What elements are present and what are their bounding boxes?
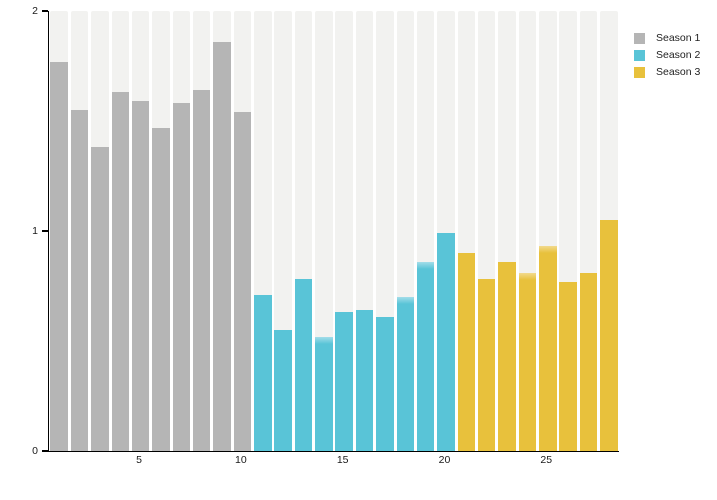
legend-swatch-icon: [634, 66, 645, 78]
y-tick-mark: [42, 10, 48, 12]
bar-episode-20[interactable]: [437, 233, 455, 451]
legend-label: Season 1: [656, 32, 701, 44]
bar-episode-6[interactable]: [152, 127, 170, 451]
legend-item-season-2[interactable]: Season 2: [634, 49, 700, 61]
bar-episode-13[interactable]: [294, 279, 313, 451]
bar-episode-11[interactable]: [254, 294, 272, 451]
plot-area: [49, 11, 619, 451]
bar-episode-8[interactable]: [192, 90, 211, 451]
x-tick-label-10: 10: [235, 454, 247, 466]
x-tick-label-20: 20: [438, 454, 451, 466]
bar-episode-19[interactable]: [416, 261, 435, 451]
bar-episode-24[interactable]: [518, 272, 537, 451]
bar-episode-3[interactable]: [91, 147, 109, 451]
bar-episode-27[interactable]: [579, 272, 598, 451]
bar-episode-12[interactable]: [274, 330, 292, 451]
bar-episode-2[interactable]: [70, 110, 89, 451]
bar-episode-28[interactable]: [600, 220, 618, 451]
legend-item-season-1[interactable]: Season 1: [634, 32, 700, 44]
bar-episode-23[interactable]: [498, 261, 516, 451]
bar-episode-7[interactable]: [172, 103, 191, 451]
y-tick-mark: [42, 230, 48, 232]
bar-episode-15[interactable]: [335, 312, 353, 451]
bar-episode-16[interactable]: [355, 310, 374, 451]
x-axis-line: [47, 450, 619, 452]
y-tick-label-1: 1: [32, 225, 38, 237]
legend-swatch-icon: [634, 32, 645, 44]
x-tick-label-15: 15: [336, 454, 349, 466]
bar-episode-25[interactable]: [539, 246, 557, 451]
y-axis-line: [47, 11, 49, 451]
bar-episode-5[interactable]: [131, 101, 150, 451]
bar-episode-9[interactable]: [213, 41, 231, 451]
x-tick-label-5: 5: [136, 454, 143, 466]
bar-episode-26[interactable]: [559, 281, 577, 451]
y-tick-mark: [42, 450, 48, 452]
bar-episode-14[interactable]: [315, 336, 333, 451]
bar-episode-4[interactable]: [111, 92, 129, 451]
bar-episode-17[interactable]: [376, 316, 394, 451]
y-tick-label-2: 2: [32, 5, 38, 17]
bar-episode-1[interactable]: [50, 61, 68, 451]
y-tick-label-0: 0: [32, 445, 38, 457]
bar-episode-10[interactable]: [233, 112, 252, 451]
bar-episode-22[interactable]: [477, 279, 496, 451]
x-tick-label-25: 25: [540, 454, 553, 466]
legend-item-season-3[interactable]: Season 3: [634, 66, 700, 78]
bar-episode-21[interactable]: [457, 253, 476, 451]
legend-label: Season 2: [656, 49, 701, 61]
legend-swatch-icon: [634, 49, 645, 61]
legend-label: Season 3: [656, 66, 701, 78]
bar-episode-18[interactable]: [396, 297, 414, 451]
chart-legend: Season 1 Season 2 Season 3: [634, 32, 700, 83]
